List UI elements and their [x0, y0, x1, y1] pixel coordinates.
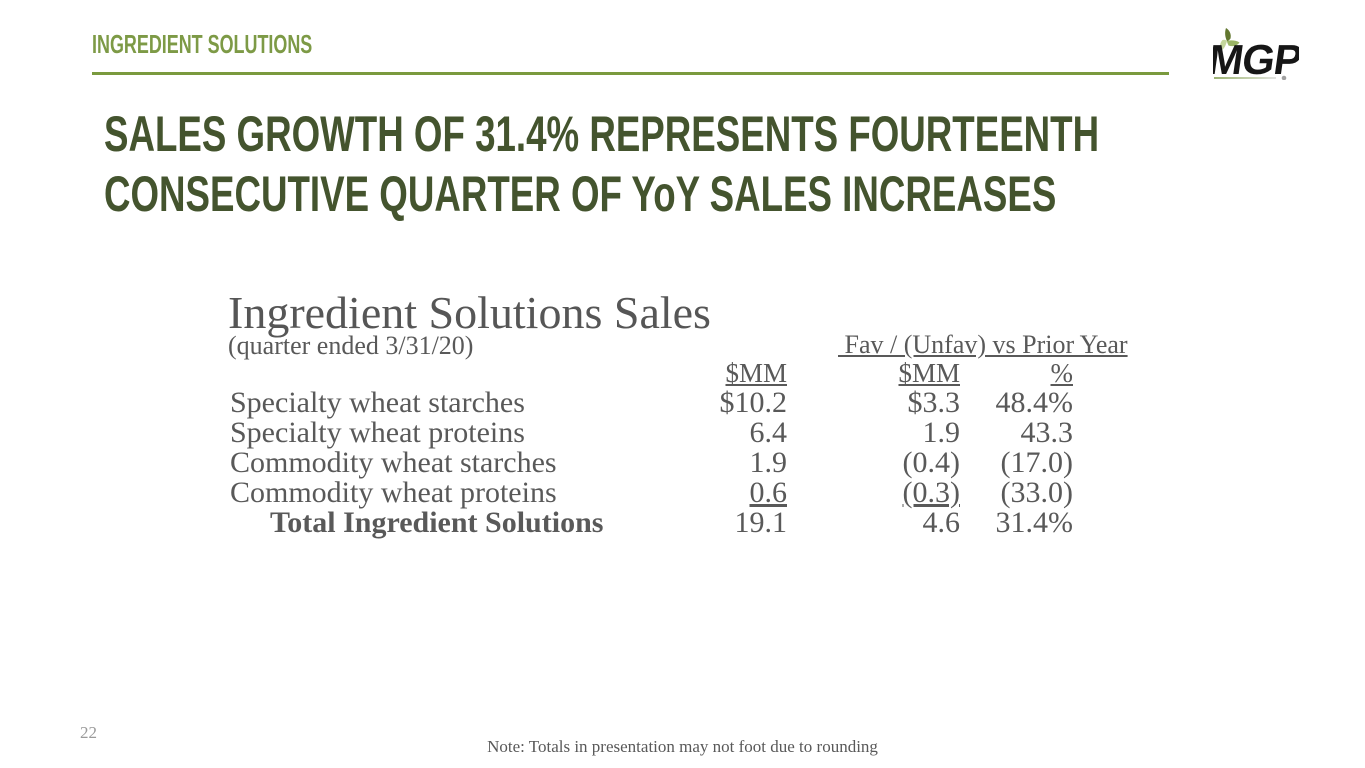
svg-text:MGP: MGP: [1213, 36, 1299, 80]
